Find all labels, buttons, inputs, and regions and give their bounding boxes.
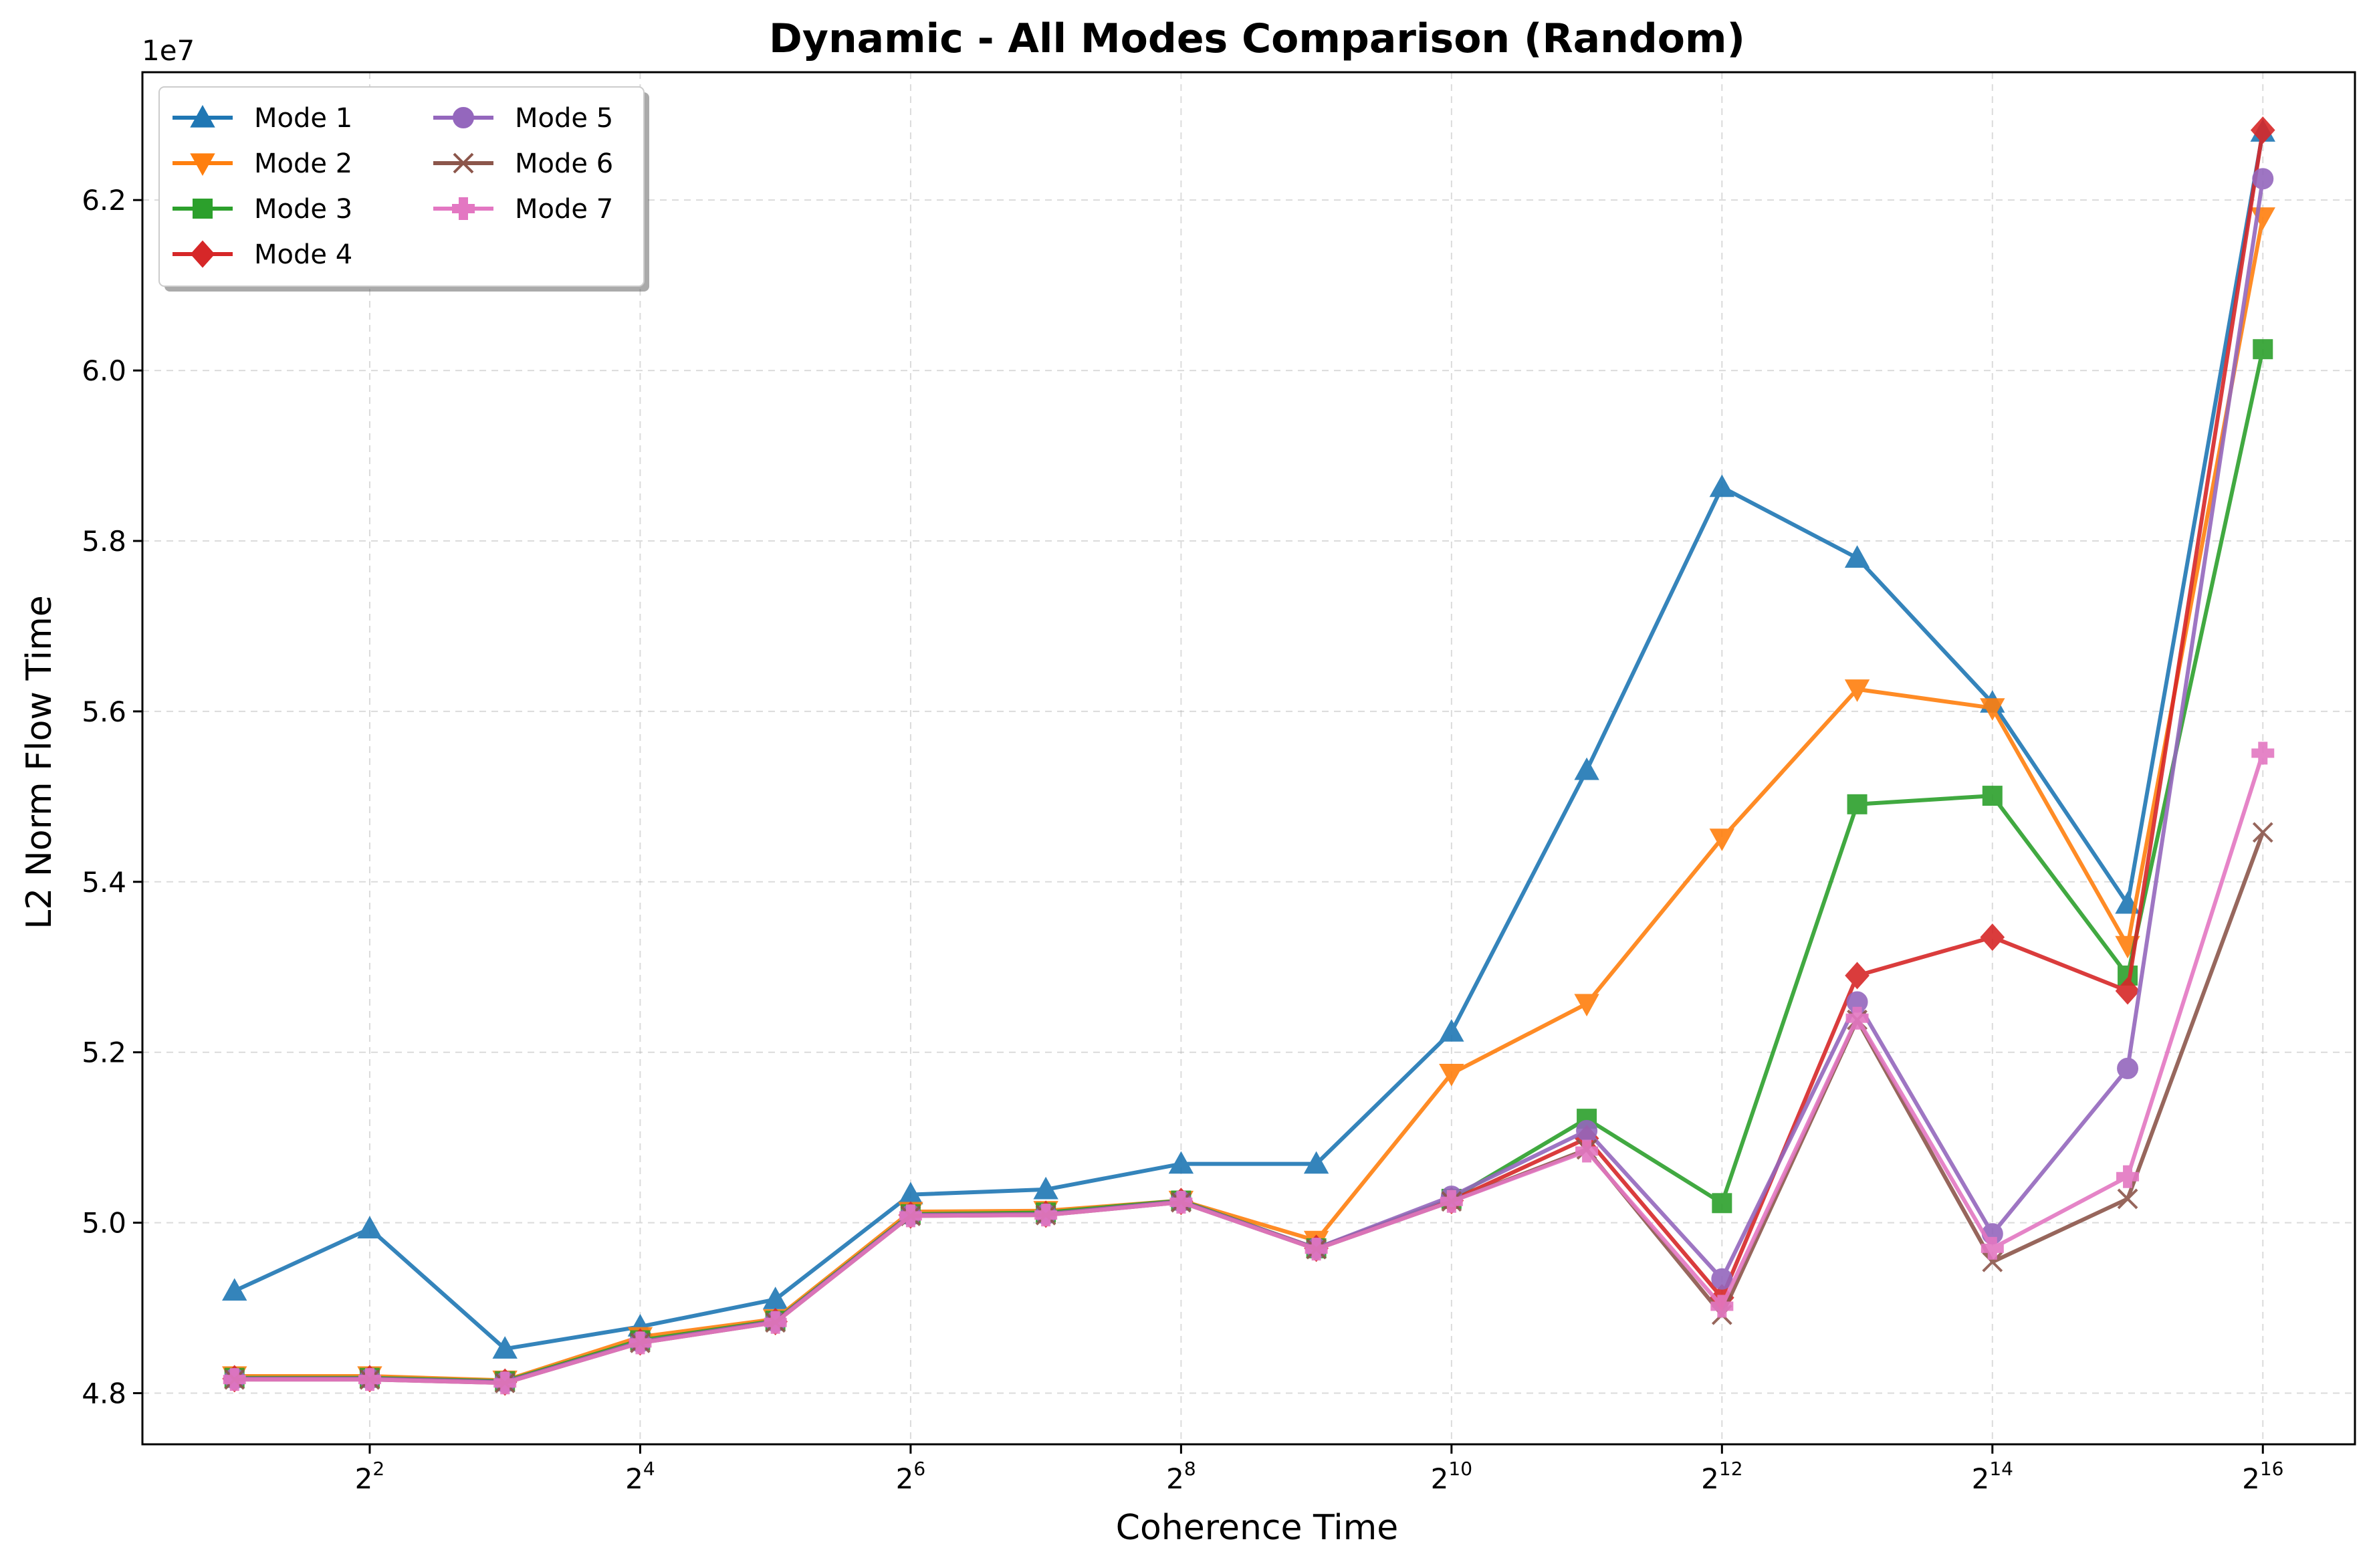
data-point <box>358 1368 381 1391</box>
y-tick-label: 5.6 <box>82 695 126 728</box>
x-tick-label: 210 <box>1431 1458 1472 1495</box>
x-axis-label: Coherence Time <box>1116 1508 1399 1548</box>
data-point <box>1439 1063 1464 1087</box>
data-point <box>2252 822 2273 843</box>
legend-swatch-marker <box>193 199 213 219</box>
data-point <box>764 1311 787 1334</box>
data-point <box>2250 116 2275 144</box>
legend-swatch-marker <box>190 240 215 268</box>
data-point <box>1303 1151 1329 1174</box>
x-tick-label: 24 <box>625 1458 655 1495</box>
data-point <box>1712 1193 1732 1214</box>
legend-entry: Mode 6 <box>433 148 613 179</box>
series-line <box>234 752 2265 1385</box>
legend-entry: Mode 5 <box>433 103 613 134</box>
data-point <box>1710 1295 1734 1318</box>
plot-frame <box>141 71 2356 1446</box>
data-point <box>2251 742 2275 765</box>
data-point <box>2253 339 2273 360</box>
data-point <box>1711 1268 1733 1290</box>
data-point <box>629 1331 652 1355</box>
legend-entry: Mode 7 <box>433 194 613 225</box>
y-tick-label: 6.2 <box>82 184 126 217</box>
legend-entry: Mode 4 <box>173 239 352 270</box>
x-tick-label: 214 <box>1972 1458 2013 1495</box>
legend-swatch-marker <box>453 107 474 128</box>
data-point <box>1439 1019 1464 1042</box>
legend-box <box>158 86 645 287</box>
chart-title: Dynamic - All Modes Comparison (Random) <box>769 15 1745 62</box>
data-point <box>223 1368 246 1391</box>
data-point <box>1440 1190 1463 1213</box>
data-point <box>1982 786 2003 806</box>
data-point <box>2252 168 2274 190</box>
legend-entry: Mode 3 <box>173 194 352 225</box>
data-point <box>1847 794 1868 814</box>
y-axis-label: L2 Norm Flow Time <box>19 595 60 929</box>
legend-label: Mode 4 <box>254 239 352 270</box>
y-tick-label: 5.8 <box>82 525 126 558</box>
x-tick-label: 216 <box>2242 1458 2283 1495</box>
data-point <box>1980 923 2005 951</box>
legend-entry: Mode 1 <box>173 103 352 134</box>
data-point <box>1981 1236 2004 1260</box>
x-tick-label: 212 <box>1701 1458 1742 1495</box>
data-point <box>2116 1165 2140 1188</box>
data-point <box>1709 474 1735 497</box>
legend: Mode 1 Mode 2 Mode 3 Mode 4 Mode 5 Mode 6 Mode… <box>158 86 649 292</box>
x-tick-label: 26 <box>896 1458 926 1495</box>
series-mode-7 <box>223 742 2275 1395</box>
data-point <box>1844 545 1870 568</box>
data-point <box>2117 1057 2139 1079</box>
data-point <box>1845 962 1870 990</box>
data-point <box>1709 828 1735 851</box>
legend-label: Mode 7 <box>515 194 613 225</box>
data-point <box>1574 994 1599 1017</box>
data-point <box>1982 1251 2003 1272</box>
legend-swatch-marker <box>452 197 475 220</box>
axes: 4.8 5.0 5.2 5.4 5.6 5.8 6.0 6.2 22 24 26 28 210 212 21… <box>82 184 2283 1495</box>
data-point <box>2117 1188 2138 1210</box>
y-tick-label: 6.0 <box>82 354 126 387</box>
legend-label: Mode 5 <box>515 103 613 134</box>
series-line <box>233 131 2265 1351</box>
data-point <box>1575 1139 1599 1163</box>
y-offset-label: 1e7 <box>142 34 195 67</box>
y-tick-label: 5.2 <box>82 1036 126 1069</box>
legend-label: Mode 1 <box>254 103 352 134</box>
series-layer <box>222 116 2275 1396</box>
data-point <box>899 1204 922 1228</box>
data-point <box>357 1216 382 1239</box>
legend-swatch-marker <box>190 153 215 177</box>
data-point <box>2115 977 2140 1005</box>
x-tick-label: 22 <box>355 1458 385 1495</box>
data-point <box>1980 698 2005 721</box>
y-tick-label: 5.4 <box>82 866 126 899</box>
data-point <box>1169 1191 1193 1214</box>
data-point <box>1574 757 1599 780</box>
legend-entry: Mode 2 <box>173 148 352 179</box>
data-point <box>1305 1238 1328 1261</box>
data-point <box>493 1371 517 1395</box>
data-point <box>1033 1176 1058 1200</box>
data-point <box>1845 1006 1869 1030</box>
data-point <box>222 1278 247 1301</box>
legend-label: Mode 6 <box>515 148 613 179</box>
data-point <box>1576 1119 1598 1141</box>
data-point <box>1168 1151 1194 1174</box>
y-tick-label: 4.8 <box>82 1377 126 1410</box>
legend-swatch-marker <box>190 104 215 128</box>
data-point <box>492 1336 518 1359</box>
legend-label: Mode 3 <box>254 194 352 225</box>
y-tick-label: 5.0 <box>82 1207 126 1240</box>
series-line <box>234 217 2265 1383</box>
legend-swatch-marker <box>453 152 474 174</box>
x-tick-label: 28 <box>1166 1458 1196 1495</box>
data-point <box>1034 1204 1058 1227</box>
legend-label: Mode 2 <box>254 148 352 179</box>
data-point <box>1844 679 1870 702</box>
